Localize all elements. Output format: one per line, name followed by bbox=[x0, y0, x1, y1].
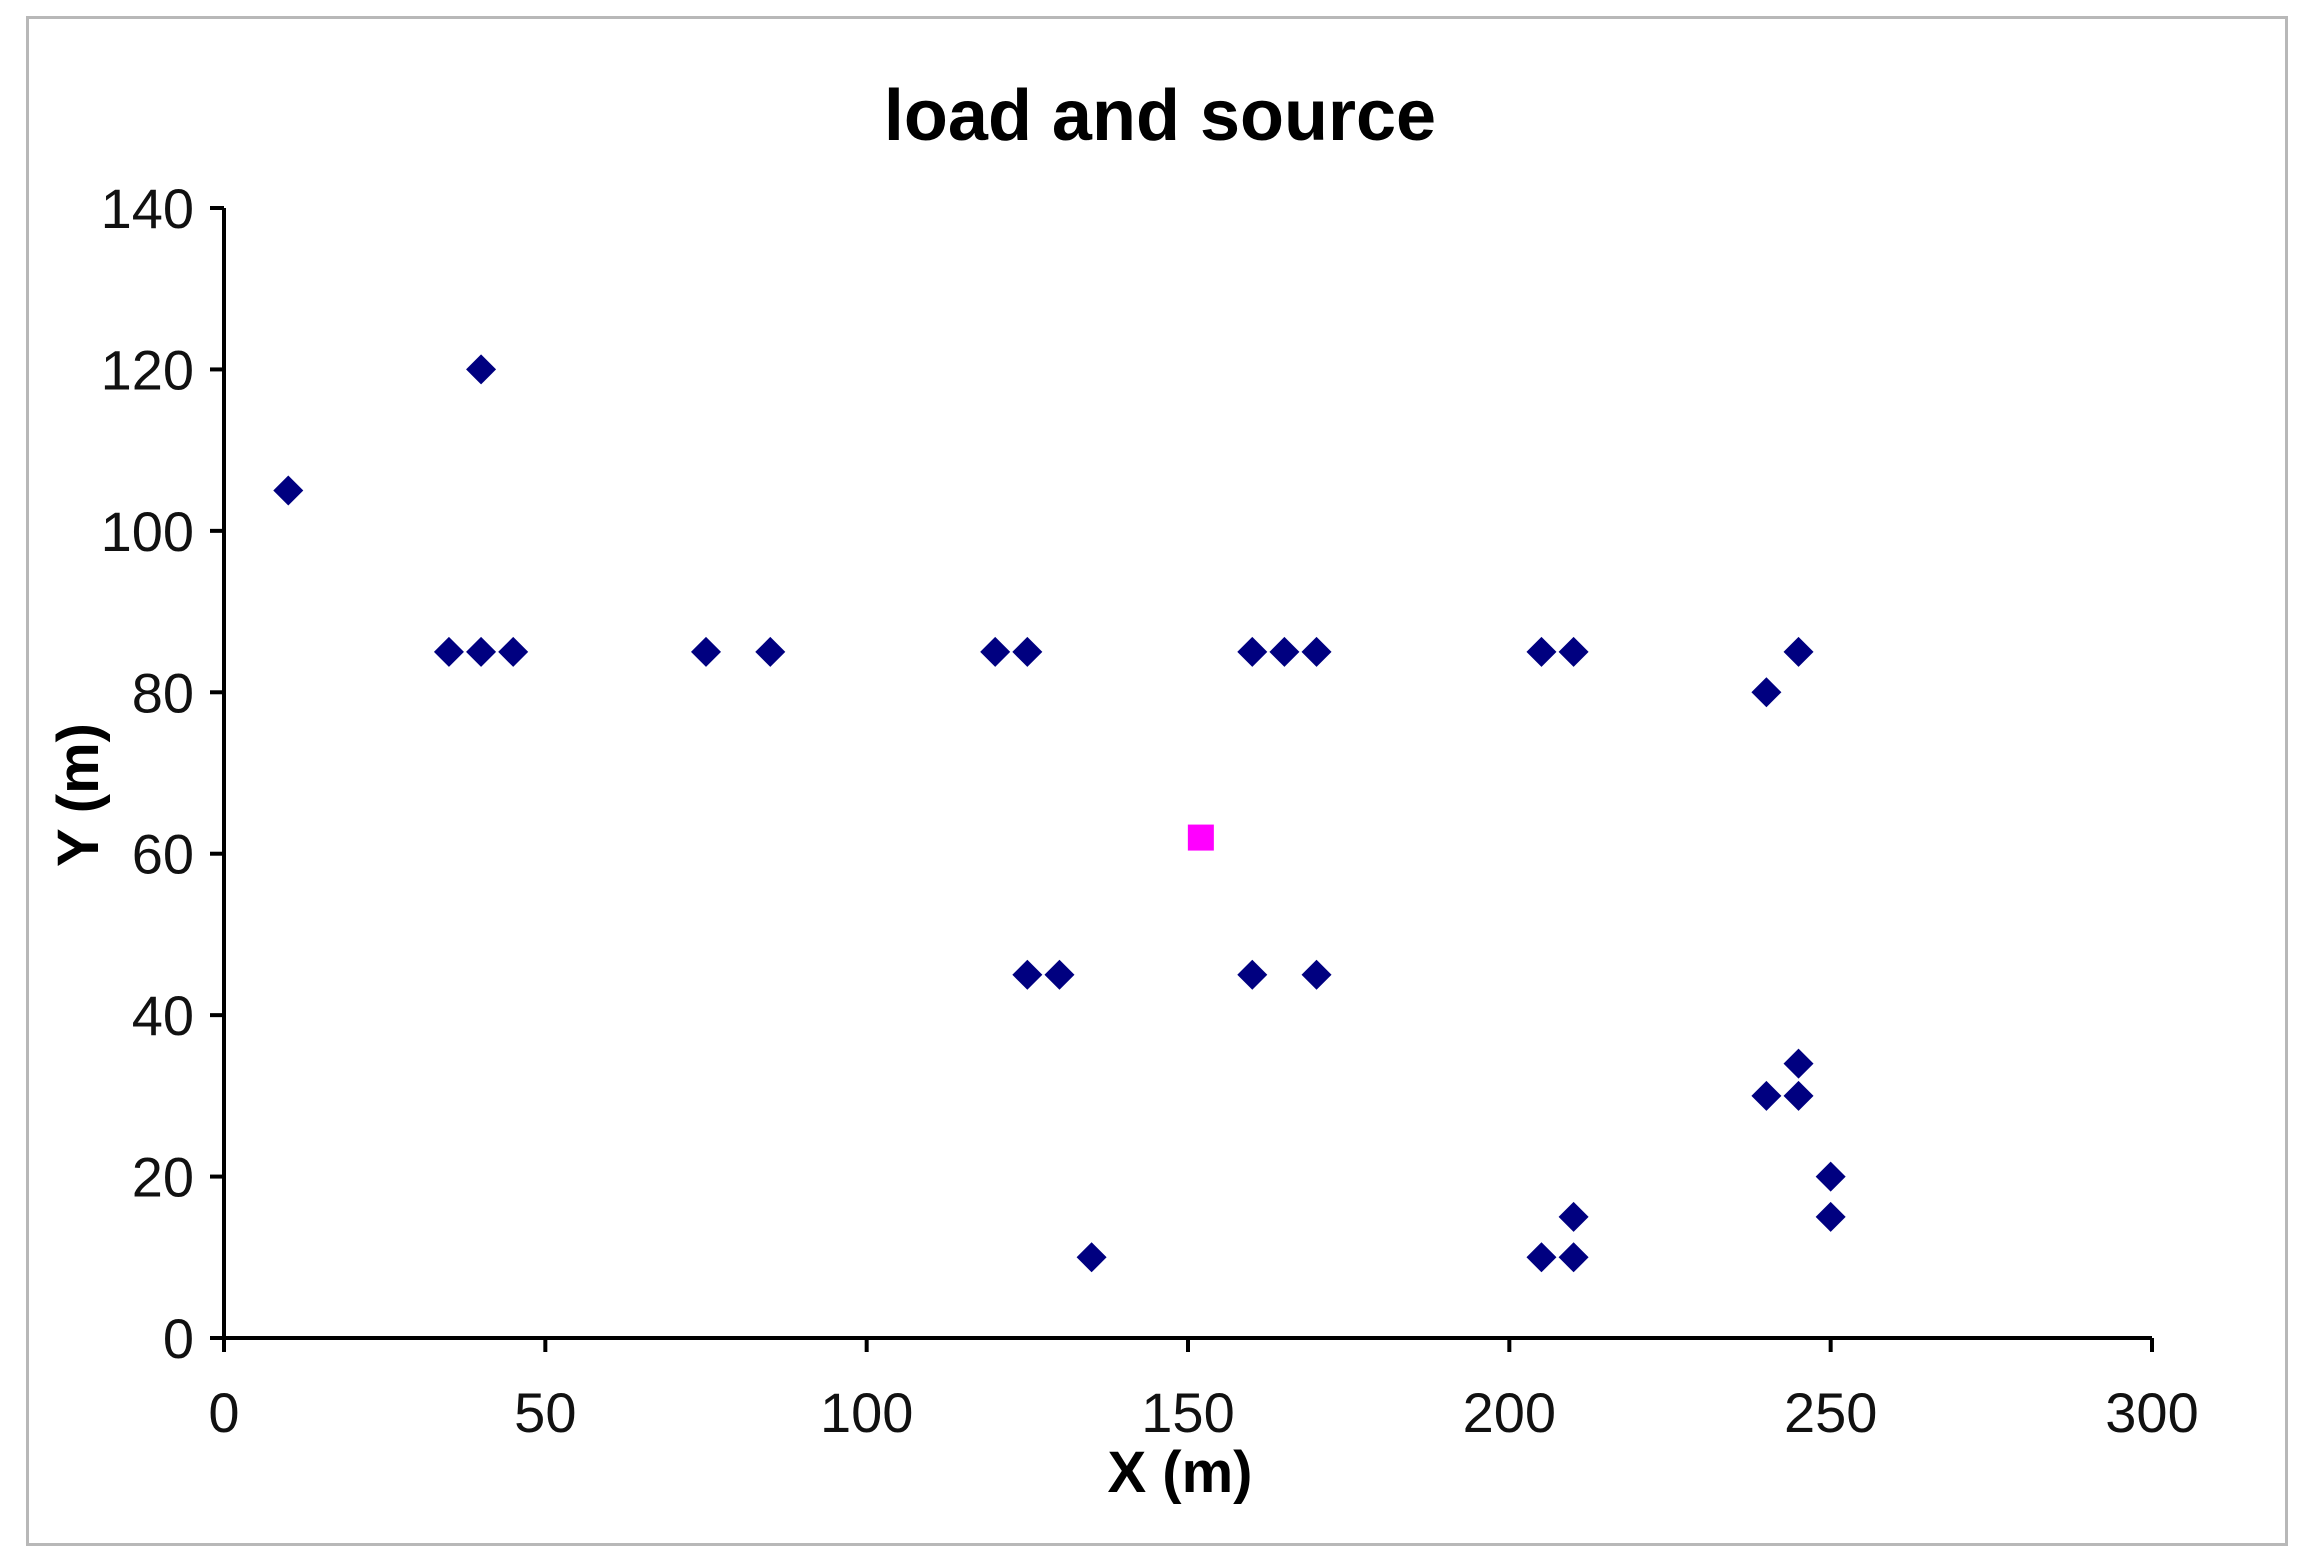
y-tick-label: 60 bbox=[132, 823, 194, 886]
y-tick-label: 0 bbox=[163, 1307, 194, 1370]
x-tick-label: 0 bbox=[208, 1381, 239, 1444]
axes bbox=[222, 208, 2152, 1340]
x-tick-label: 100 bbox=[820, 1381, 913, 1444]
load-point-marker bbox=[1751, 677, 1782, 708]
load-point-marker bbox=[466, 636, 497, 667]
load-point-marker bbox=[1783, 1080, 1814, 1111]
load-point-marker bbox=[1012, 959, 1043, 990]
data-points bbox=[273, 354, 1846, 1273]
source-point-marker bbox=[1187, 824, 1214, 851]
load-point-marker bbox=[1301, 959, 1332, 990]
load-point-marker bbox=[1815, 1161, 1846, 1192]
load-point-marker bbox=[1012, 636, 1043, 667]
x-tick-label: 150 bbox=[1141, 1381, 1234, 1444]
y-tick-label: 80 bbox=[132, 661, 194, 724]
y-tick-label: 100 bbox=[101, 500, 194, 563]
load-point-marker bbox=[1558, 1201, 1589, 1232]
x-axis-title: X (m) bbox=[1108, 1440, 1253, 1505]
x-tick-label: 200 bbox=[1463, 1381, 1556, 1444]
y-tick-label: 20 bbox=[132, 1146, 194, 1209]
load-point-marker bbox=[1815, 1201, 1846, 1232]
load-point-marker bbox=[1783, 1048, 1814, 1079]
load-point-marker bbox=[498, 636, 529, 667]
load-point-marker bbox=[980, 636, 1011, 667]
load-point-marker bbox=[1076, 1242, 1107, 1273]
load-point-marker bbox=[1044, 959, 1075, 990]
x-tick-label: 50 bbox=[514, 1381, 576, 1444]
load-point-marker bbox=[466, 354, 497, 385]
load-point-marker bbox=[1783, 636, 1814, 667]
load-point-marker bbox=[1237, 636, 1268, 667]
load-point-marker bbox=[433, 636, 464, 667]
load-point-marker bbox=[1526, 636, 1557, 667]
load-point-marker bbox=[1269, 636, 1300, 667]
x-tick-label: 250 bbox=[1784, 1381, 1877, 1444]
y-tick-label: 140 bbox=[101, 177, 194, 240]
load-point-marker bbox=[1301, 636, 1332, 667]
load-point-marker bbox=[691, 636, 721, 667]
y-axis-title: Y (m) bbox=[46, 723, 111, 867]
y-tick-label: 40 bbox=[132, 984, 194, 1047]
y-tick-label: 120 bbox=[101, 338, 194, 401]
x-tick-label: 300 bbox=[2105, 1381, 2198, 1444]
load-point-marker bbox=[755, 636, 786, 667]
load-point-marker bbox=[1751, 1080, 1782, 1111]
load-point-marker bbox=[1558, 1242, 1589, 1273]
load-point-marker bbox=[1558, 636, 1589, 667]
x-axis-ticks: 0 50 100 150 200 250 300 bbox=[208, 1338, 2199, 1444]
y-axis-ticks: 0 20 40 60 80 100 120 140 bbox=[101, 177, 224, 1370]
load-point-marker bbox=[1237, 959, 1268, 990]
chart-title: load and source bbox=[884, 76, 1436, 156]
chart-frame bbox=[26, 16, 2288, 1546]
load-point-marker bbox=[273, 475, 304, 506]
load-point-marker bbox=[1526, 1242, 1557, 1273]
